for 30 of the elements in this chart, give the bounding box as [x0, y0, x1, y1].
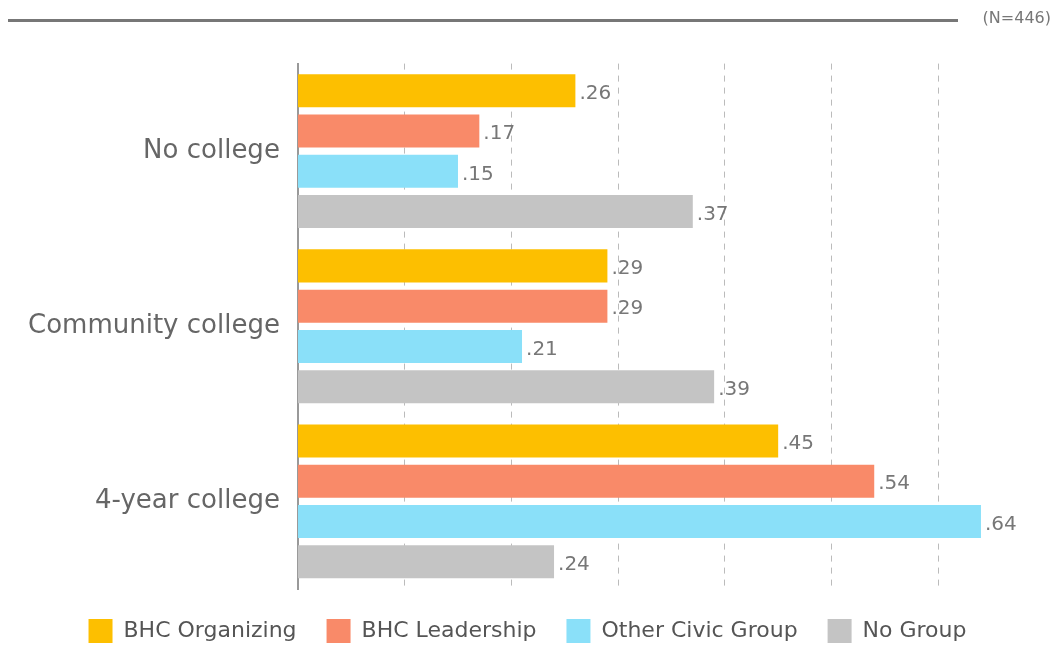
data-label: .26 — [579, 79, 612, 104]
data-label: .45 — [782, 430, 814, 455]
legend-label: Other Civic Group — [601, 616, 798, 642]
bar — [297, 505, 981, 539]
bar — [297, 289, 608, 323]
data-label: .17 — [483, 120, 516, 145]
bar — [297, 464, 875, 498]
bar — [297, 74, 576, 108]
data-label: .15 — [461, 160, 494, 185]
y-tick-label: Community college — [28, 309, 280, 340]
data-label: .24 — [558, 551, 590, 576]
y-tick-label: No college — [143, 133, 280, 164]
bar — [297, 154, 458, 188]
data-label: .29 — [611, 255, 644, 280]
text: (N=446) — [982, 8, 1051, 27]
bar — [297, 249, 608, 283]
bar — [297, 329, 523, 363]
bar — [297, 424, 779, 458]
data-label: .39 — [718, 375, 750, 400]
legend-label: BHC Organizing — [123, 616, 297, 642]
legend-label: BHC Leadership — [361, 616, 537, 642]
bar — [297, 114, 480, 148]
data-label: .64 — [984, 510, 1017, 535]
bar — [297, 195, 693, 229]
y-tick-label: 4-year college — [95, 484, 280, 515]
data-label: .37 — [696, 200, 729, 225]
data-label: .54 — [878, 470, 911, 495]
legend-label: No Group — [862, 616, 967, 642]
data-label: .21 — [526, 335, 558, 360]
data-label: .29 — [611, 295, 644, 320]
